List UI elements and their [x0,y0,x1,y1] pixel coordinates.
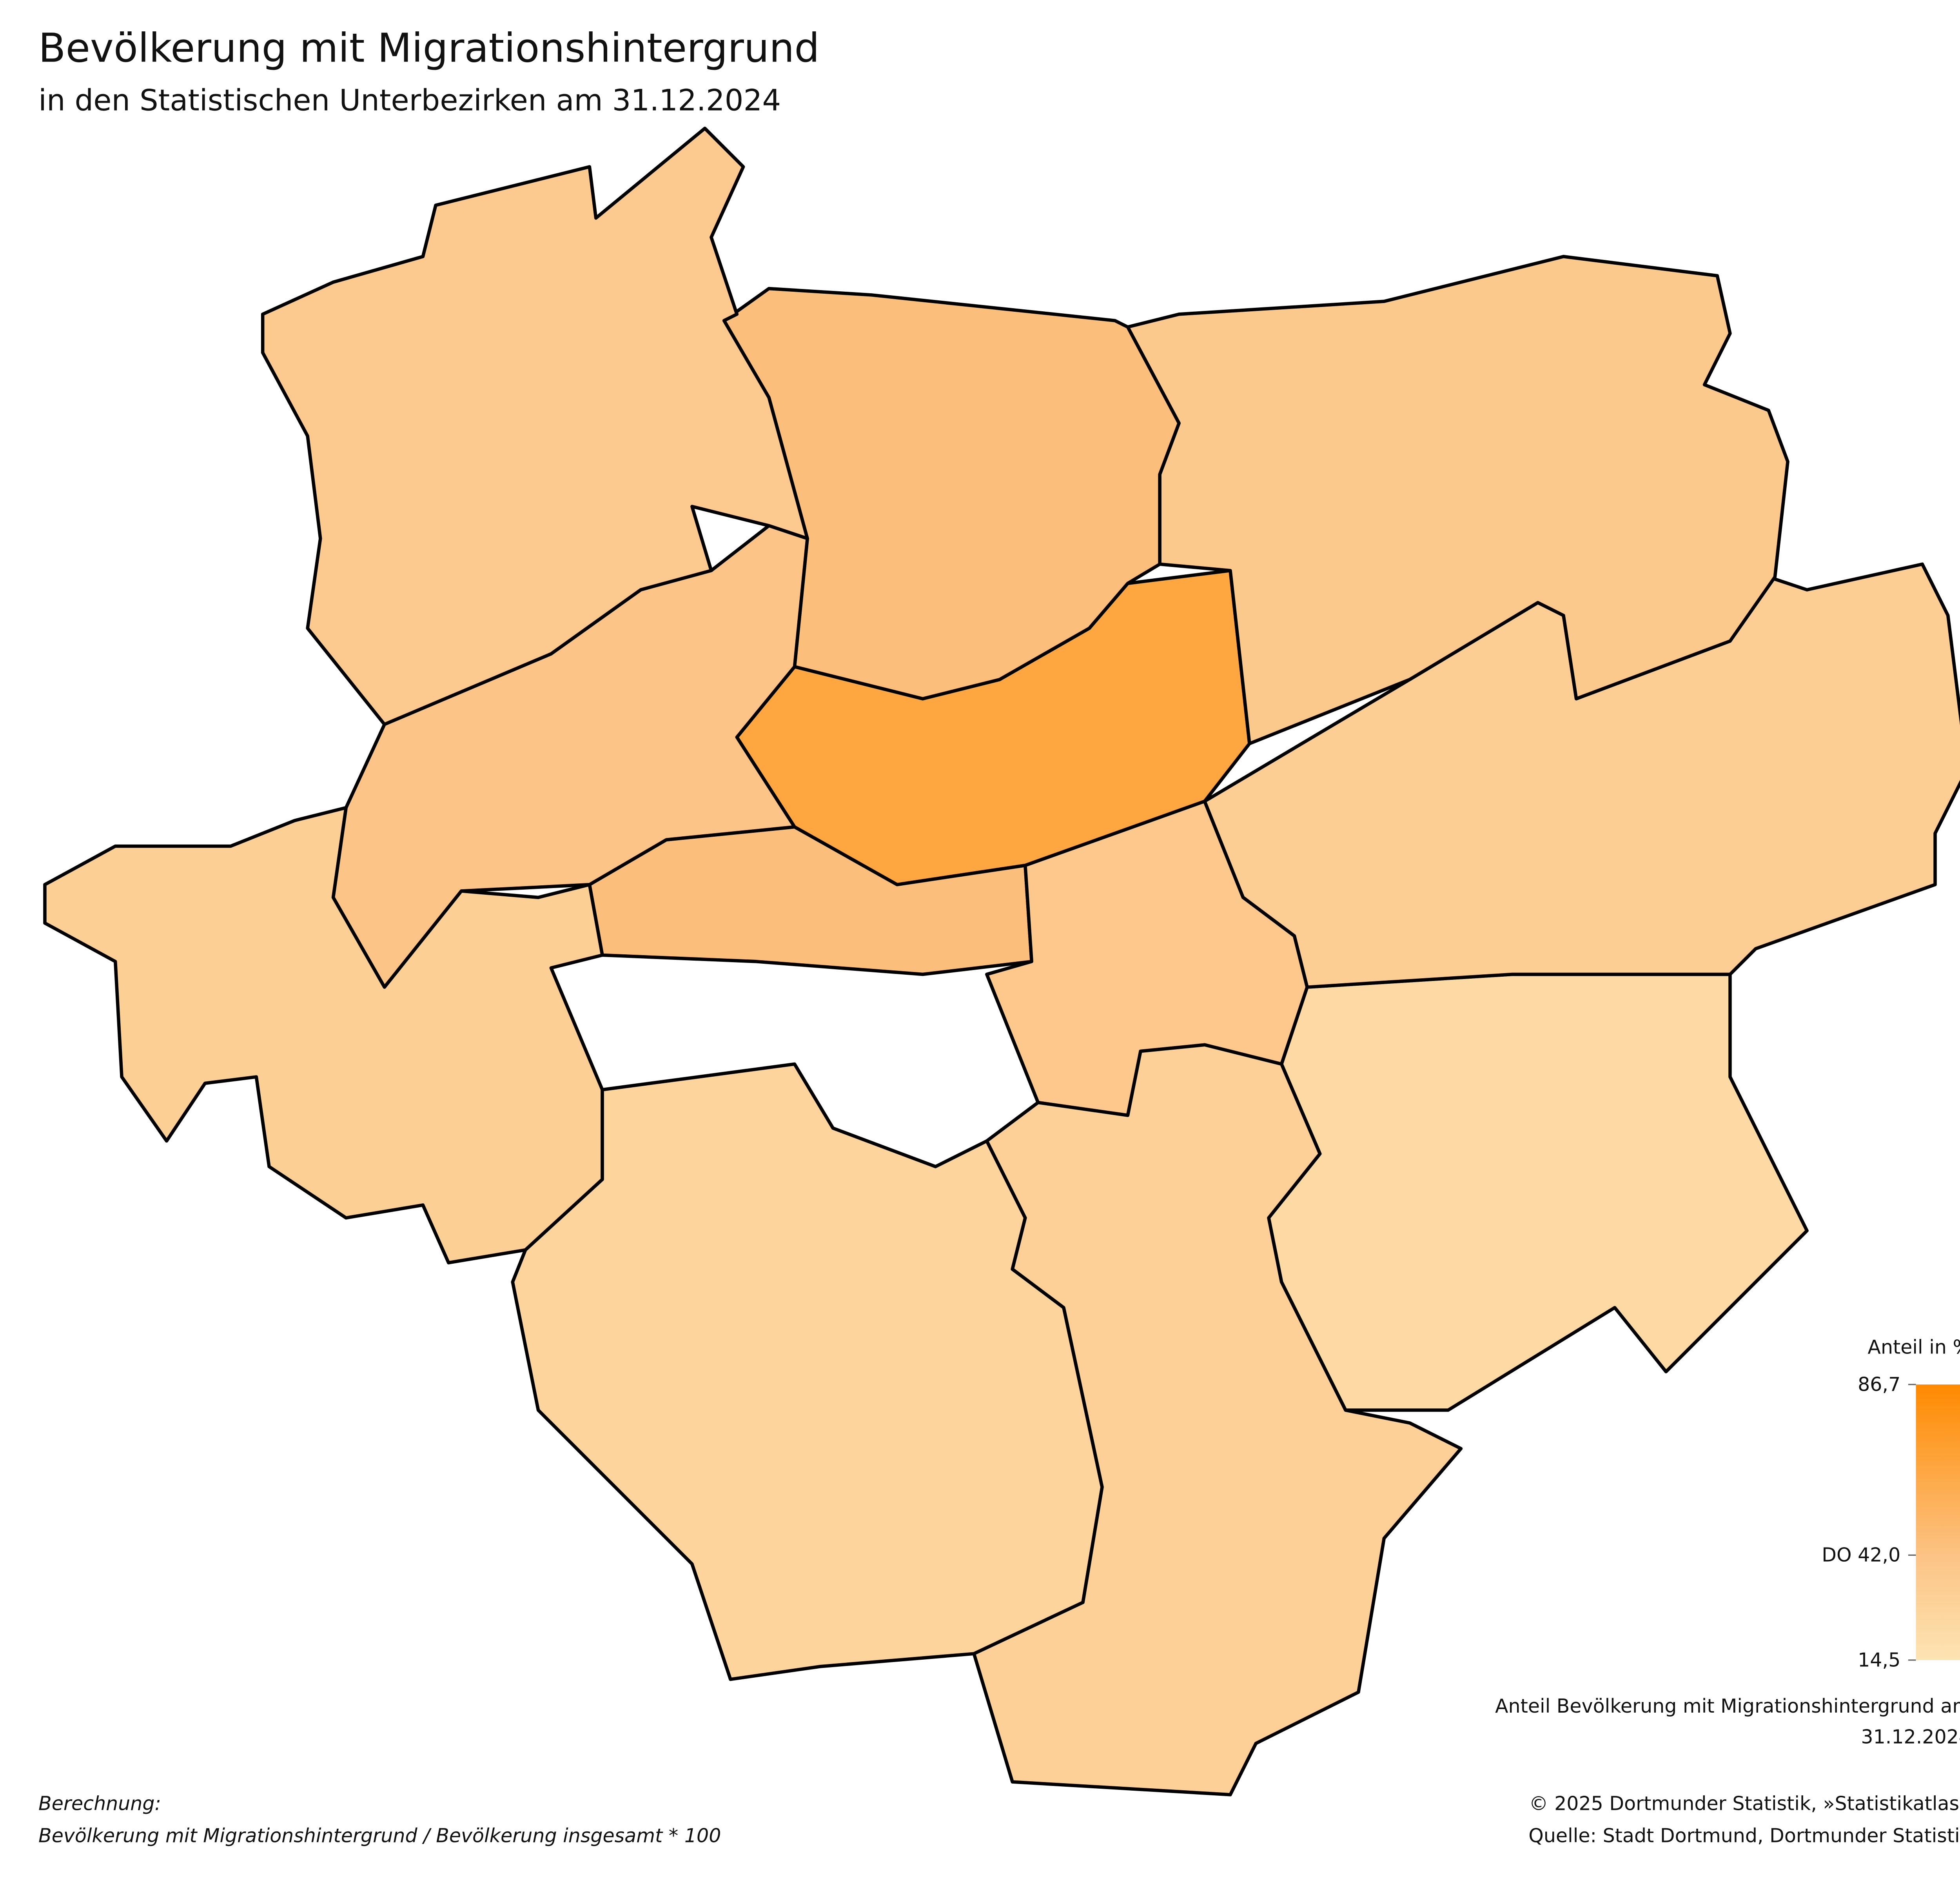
district [1267,972,1809,1412]
legend-tick-label: DO 42,0 [1822,1544,1900,1566]
legend-caption: Anteil Bevölkerung mit Migrationshinterg… [1495,1695,1960,1717]
district [1126,254,1789,745]
district [261,127,809,726]
source: Quelle: Stadt Dortmund, Dortmunder Stati… [1528,1824,1960,1847]
calculation-formula: Bevölkerung mit Migrationshintergrund / … [38,1824,721,1847]
legend-tick-label: 14,5 [1858,1648,1900,1671]
subtitle: in den Statistischen Unterbezirken am 31… [38,83,781,118]
districts [43,127,1960,1797]
copyright: © 2025 Dortmunder Statistik, »Statistika… [1529,1792,1960,1815]
legend-colorbar [1916,1384,1960,1660]
district [972,1043,1463,1797]
legend-caption: 31.12.2024 [1861,1726,1960,1748]
legend: Anteil in % Anteil Bevölkerung mit Migra… [1495,1336,1960,1748]
legend-tick-label: 86,7 [1858,1373,1900,1395]
legend-title: Anteil in % [1867,1336,1960,1359]
title: Bevölkerung mit Migrationshintergrund [38,25,820,71]
calculation-label: Berechnung: [38,1792,161,1815]
